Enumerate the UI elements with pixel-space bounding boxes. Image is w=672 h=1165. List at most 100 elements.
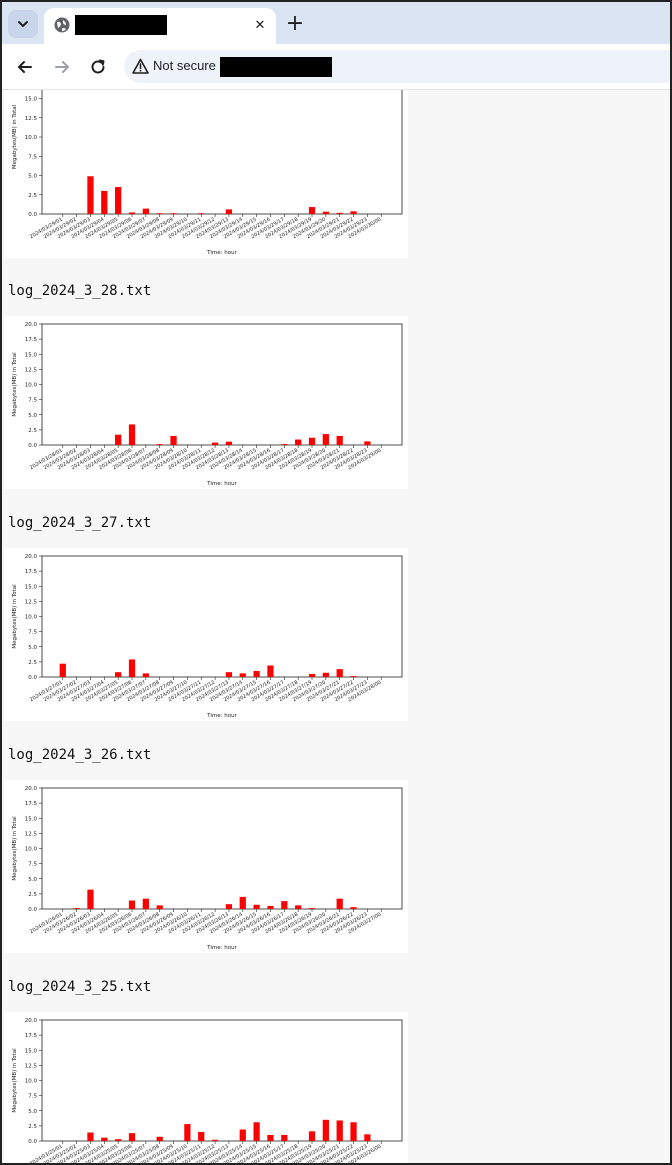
bar xyxy=(253,1122,260,1141)
y-tick-label: 17.5 xyxy=(25,569,38,575)
bar-chart: 0.02.55.07.510.012.515.017.520.02024/03/… xyxy=(12,554,403,719)
bar xyxy=(350,211,357,214)
y-tick-label: 0.0 xyxy=(28,212,37,218)
bar xyxy=(211,442,219,445)
bar xyxy=(128,900,136,909)
reload-button[interactable] xyxy=(84,53,112,81)
bar xyxy=(239,1129,246,1141)
y-tick-label: 2.5 xyxy=(28,660,37,666)
bar xyxy=(156,1136,163,1141)
bar xyxy=(295,905,302,909)
y-axis-label: Megabytes(MB) in Total xyxy=(12,816,18,881)
y-tick-label: 0.0 xyxy=(28,675,37,681)
bar-chart: 0.02.55.07.510.012.515.017.520.02024/03/… xyxy=(12,322,403,487)
y-tick-label: 12.5 xyxy=(25,1063,38,1069)
bar xyxy=(142,673,149,677)
y-tick-label: 12.5 xyxy=(25,599,38,605)
browser-toolbar: Not secure xyxy=(2,44,670,90)
bar xyxy=(128,212,136,214)
bar xyxy=(87,176,94,214)
forward-button[interactable] xyxy=(48,53,76,81)
bar xyxy=(225,209,233,214)
bar xyxy=(73,908,80,909)
bar xyxy=(142,898,149,909)
bar xyxy=(364,441,371,445)
y-axis-label: Megabytes(MB) in Total xyxy=(12,352,18,417)
bar xyxy=(350,1122,357,1141)
tab-close-button[interactable]: ✕ xyxy=(249,14,271,36)
globe-icon xyxy=(54,17,70,33)
bar xyxy=(253,670,260,677)
y-tick-label: 2.5 xyxy=(28,428,37,434)
y-tick-label: 5.0 xyxy=(28,1109,37,1115)
bar xyxy=(350,907,357,909)
bar xyxy=(115,1139,122,1141)
warning-icon[interactable] xyxy=(132,58,149,75)
tab-strip: ✕ + xyxy=(2,2,670,44)
bar xyxy=(322,434,329,445)
bar xyxy=(322,211,329,214)
x-axis-label: Time: hour xyxy=(206,481,237,487)
log-filename: log_2024_3_28.txt xyxy=(8,283,152,299)
bar xyxy=(87,889,94,909)
y-tick-label: 20.0 xyxy=(25,1018,38,1024)
plot-area xyxy=(41,1019,403,1142)
y-tick-label: 0.0 xyxy=(28,1139,37,1145)
log-chart: 0.02.55.07.510.012.515.017.520.02024/03/… xyxy=(4,90,408,258)
bar xyxy=(59,663,66,677)
bar xyxy=(267,1134,274,1141)
bar-chart: 0.02.55.07.510.012.515.017.520.02024/03/… xyxy=(12,786,403,951)
new-tab-button[interactable]: + xyxy=(283,12,307,36)
y-tick-label: 15.0 xyxy=(25,816,38,822)
x-axis-label: Time: hour xyxy=(206,713,237,719)
bar xyxy=(156,444,163,445)
y-tick-label: 2.5 xyxy=(28,1124,37,1130)
x-axis-label: Time: hour xyxy=(206,945,237,951)
bar xyxy=(308,1131,316,1141)
y-tick-label: 12.5 xyxy=(25,831,38,837)
bar xyxy=(336,435,343,445)
bar xyxy=(211,1139,219,1141)
back-button[interactable] xyxy=(11,53,39,81)
reload-icon xyxy=(91,59,105,74)
bar xyxy=(350,676,357,677)
arrow-left-icon xyxy=(18,61,32,73)
arrow-right-icon xyxy=(55,61,69,73)
y-tick-label: 10.0 xyxy=(25,383,38,389)
y-tick-label: 5.0 xyxy=(28,174,37,180)
bar xyxy=(267,905,274,909)
bar xyxy=(308,908,316,909)
y-tick-label: 7.5 xyxy=(28,630,37,636)
active-tab[interactable]: ✕ xyxy=(44,8,276,44)
bar xyxy=(142,208,149,214)
bar xyxy=(115,187,122,214)
plot-area xyxy=(41,787,403,910)
bar xyxy=(336,669,343,677)
y-tick-label: 5.0 xyxy=(28,645,37,651)
y-axis-label: Megabytes(MB) in Total xyxy=(12,1048,18,1113)
bar xyxy=(336,1120,343,1141)
plot-area xyxy=(41,323,403,446)
address-bar[interactable]: Not secure xyxy=(124,50,670,83)
bar xyxy=(225,904,233,909)
tab-search-button[interactable] xyxy=(8,10,38,38)
y-tick-label: 10.0 xyxy=(25,615,38,621)
log-filename: log_2024_3_27.txt xyxy=(8,515,152,531)
close-icon: ✕ xyxy=(254,17,266,33)
y-tick-label: 20.0 xyxy=(25,554,38,560)
bar xyxy=(281,444,288,445)
y-tick-label: 15.0 xyxy=(25,352,38,358)
bar xyxy=(239,896,246,909)
url-text[interactable] xyxy=(220,57,332,77)
log-filename: log_2024_3_25.txt xyxy=(8,979,152,995)
bar xyxy=(170,435,177,445)
bar xyxy=(115,672,122,677)
y-tick-label: 7.5 xyxy=(28,862,37,868)
log-filename: log_2024_3_26.txt xyxy=(8,747,152,763)
bar xyxy=(322,672,329,677)
y-tick-label: 0.0 xyxy=(28,907,37,913)
security-label[interactable]: Not secure xyxy=(153,58,216,73)
y-tick-label: 5.0 xyxy=(28,877,37,883)
